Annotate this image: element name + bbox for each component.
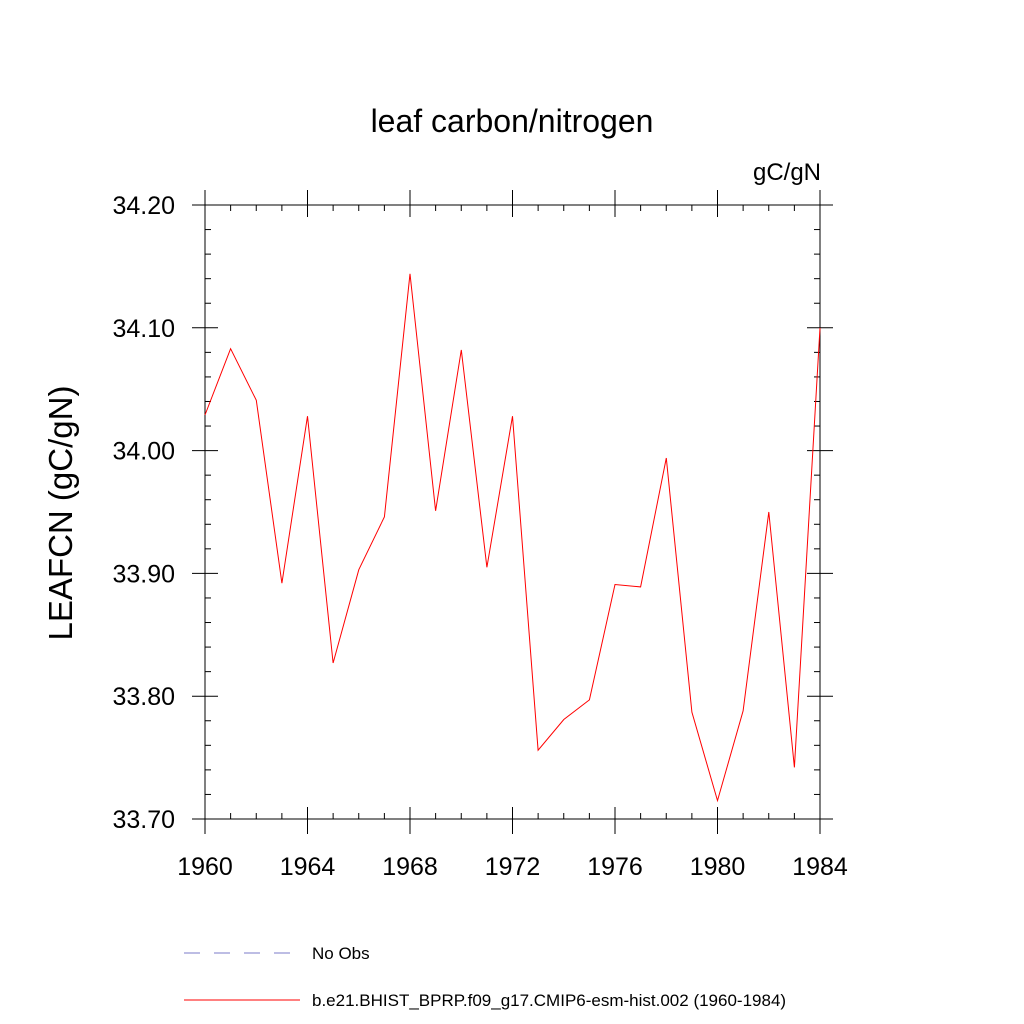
y-tick-label: 34.20 <box>112 192 175 220</box>
units-label: gC/gN <box>753 159 821 186</box>
chart-title: leaf carbon/nitrogen <box>371 103 654 139</box>
legend-label-model-run: b.e21.BHIST_BPRP.f09_g17.CMIP6-esm-hist.… <box>312 991 786 1010</box>
x-tick-label: 1964 <box>280 853 336 881</box>
x-tick-label: 1976 <box>587 853 643 881</box>
x-tick-label: 1972 <box>485 853 541 881</box>
y-tick-label: 33.90 <box>112 560 175 588</box>
x-tick-label: 1968 <box>382 853 438 881</box>
y-axis-label: LEAFCN (gC/gN) <box>42 386 79 641</box>
y-tick-label: 34.00 <box>112 438 175 466</box>
series-line <box>204 273 821 803</box>
y-tick-label: 33.80 <box>112 683 175 711</box>
legend: No Obs b.e21.BHIST_BPRP.f09_g17.CMIP6-es… <box>184 944 786 1010</box>
y-tick-label: 34.10 <box>112 315 175 343</box>
x-tick-label: 1984 <box>792 853 848 881</box>
x-tick-label: 1960 <box>177 853 233 881</box>
axis-ticks <box>192 190 833 834</box>
plot-frame <box>204 204 821 820</box>
series-group <box>204 273 821 803</box>
axis-tick-labels: 1960 1964 1968 1972 1976 1980 1984 33.70 33.80 33… <box>112 192 847 881</box>
x-tick-label: 1980 <box>690 853 746 881</box>
legend-label-no-obs: No Obs <box>312 944 370 963</box>
y-tick-label: 33.70 <box>112 806 175 834</box>
